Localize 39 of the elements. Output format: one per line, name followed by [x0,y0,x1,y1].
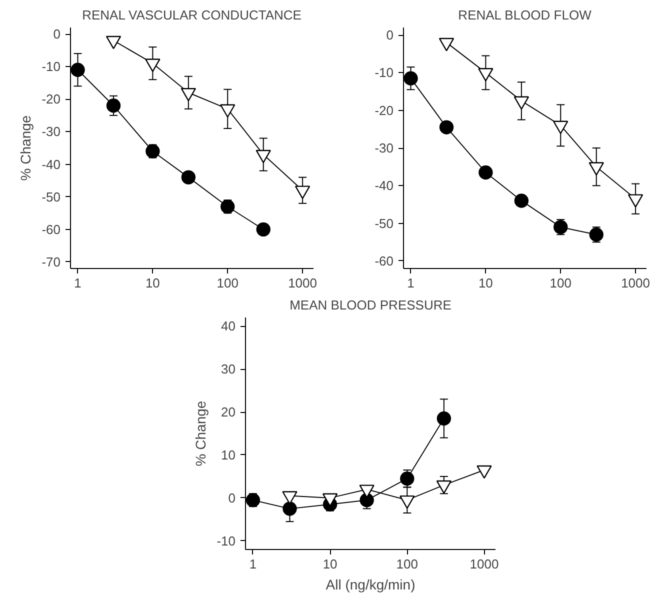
x-tick-label: 100 [216,276,238,290]
y-tick-label: -40 [374,178,394,194]
y-tick-label: 40 [221,318,236,334]
y-tick-label: -30 [42,124,61,140]
x-tick-label: 1000 [621,276,650,290]
y-tick-label: -50 [374,216,394,231]
y-tick-label: -10 [216,533,236,548]
y-tick-label: 10 [221,447,236,462]
x-tick-label: 1000 [288,276,318,290]
x-tick-label: 10 [322,556,338,572]
y-tick-label: 0 [53,26,61,42]
x-tick-label: 1 [249,556,257,572]
y-tick-label: 0 [386,28,394,43]
x-tick-label: 10 [145,276,160,290]
y-tick-label: -60 [374,253,394,268]
x-tick-label: 10 [478,276,493,290]
y-tick-label: -60 [42,222,61,237]
x-tick-label: 1 [407,276,414,290]
y-axis-title: % Change [192,400,209,466]
y-tick-label: -70 [42,254,61,270]
y-tick-label: 0 [228,490,236,506]
x-tick-label: 100 [396,556,418,572]
x-tick-label: 100 [550,276,572,290]
y-tick-label: -50 [42,189,61,204]
x-axis-title: All (ng/kg/min) [326,576,416,592]
y-tick-label: -20 [42,92,61,107]
chart-title: RENAL BLOOD FLOW [458,8,592,22]
x-tick-label: 1000 [470,556,499,572]
y-tick-label: -10 [42,59,61,74]
y-tick-label: 30 [221,362,236,377]
chart-title: RENAL VASCULAR CONDUCTANCE [82,8,302,22]
y-tick-label: -10 [374,65,394,80]
y-tick-label: 20 [221,404,236,420]
y-axis-title: % Change [18,115,34,181]
y-tick-label: -40 [42,156,61,172]
chart-title: MEAN BLOOD PRESSURE [290,298,452,312]
x-tick-label: 1 [74,276,82,290]
y-tick-label: -20 [374,102,394,118]
y-tick-label: -30 [374,140,394,156]
